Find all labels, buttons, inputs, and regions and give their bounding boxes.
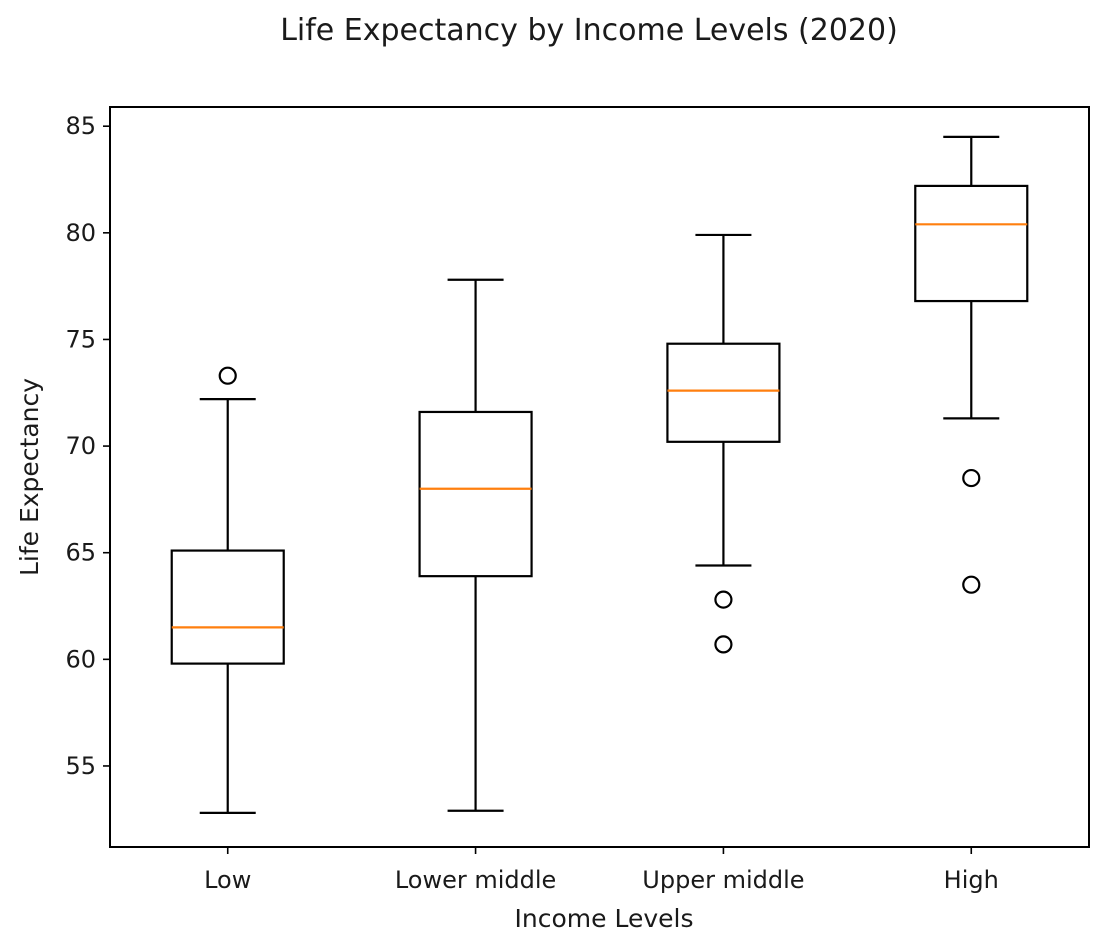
iqr-box [418,410,533,578]
box-group [914,135,1029,594]
y-tick-label: 75 [65,325,96,353]
y-tick-label: 85 [65,112,96,140]
chart-title: Life Expectancy by Income Levels (2020) [280,13,898,48]
outlier-point [714,635,733,654]
outlier-point [962,575,981,594]
x-axis-label: Income Levels [515,904,694,933]
outlier-point [218,366,237,385]
y-tick-label: 60 [65,645,96,673]
y-tick-label: 70 [65,432,96,460]
x-tick-label: Low [204,866,251,894]
y-tick-label: 65 [65,539,96,567]
plot-area [109,106,1090,848]
iqr-box [666,342,781,443]
y-axis-label: Life Expectancy [15,378,44,576]
x-axis: Low Lower middle Upper middle High [204,847,999,894]
iqr-box [170,549,285,665]
iqr-box [914,184,1029,303]
y-axis: 55 60 65 70 75 80 85 [65,112,110,780]
box-group [418,278,533,812]
x-tick-label: High [944,866,999,894]
box-group [170,366,285,814]
y-tick-label: 80 [65,219,96,247]
box-group [666,233,781,654]
y-tick-label: 55 [65,752,96,780]
x-tick-label: Upper middle [642,866,804,894]
outlier-point [714,590,733,609]
outlier-point [962,468,981,488]
box-series [170,135,1029,814]
x-tick-label: Lower middle [395,866,556,894]
